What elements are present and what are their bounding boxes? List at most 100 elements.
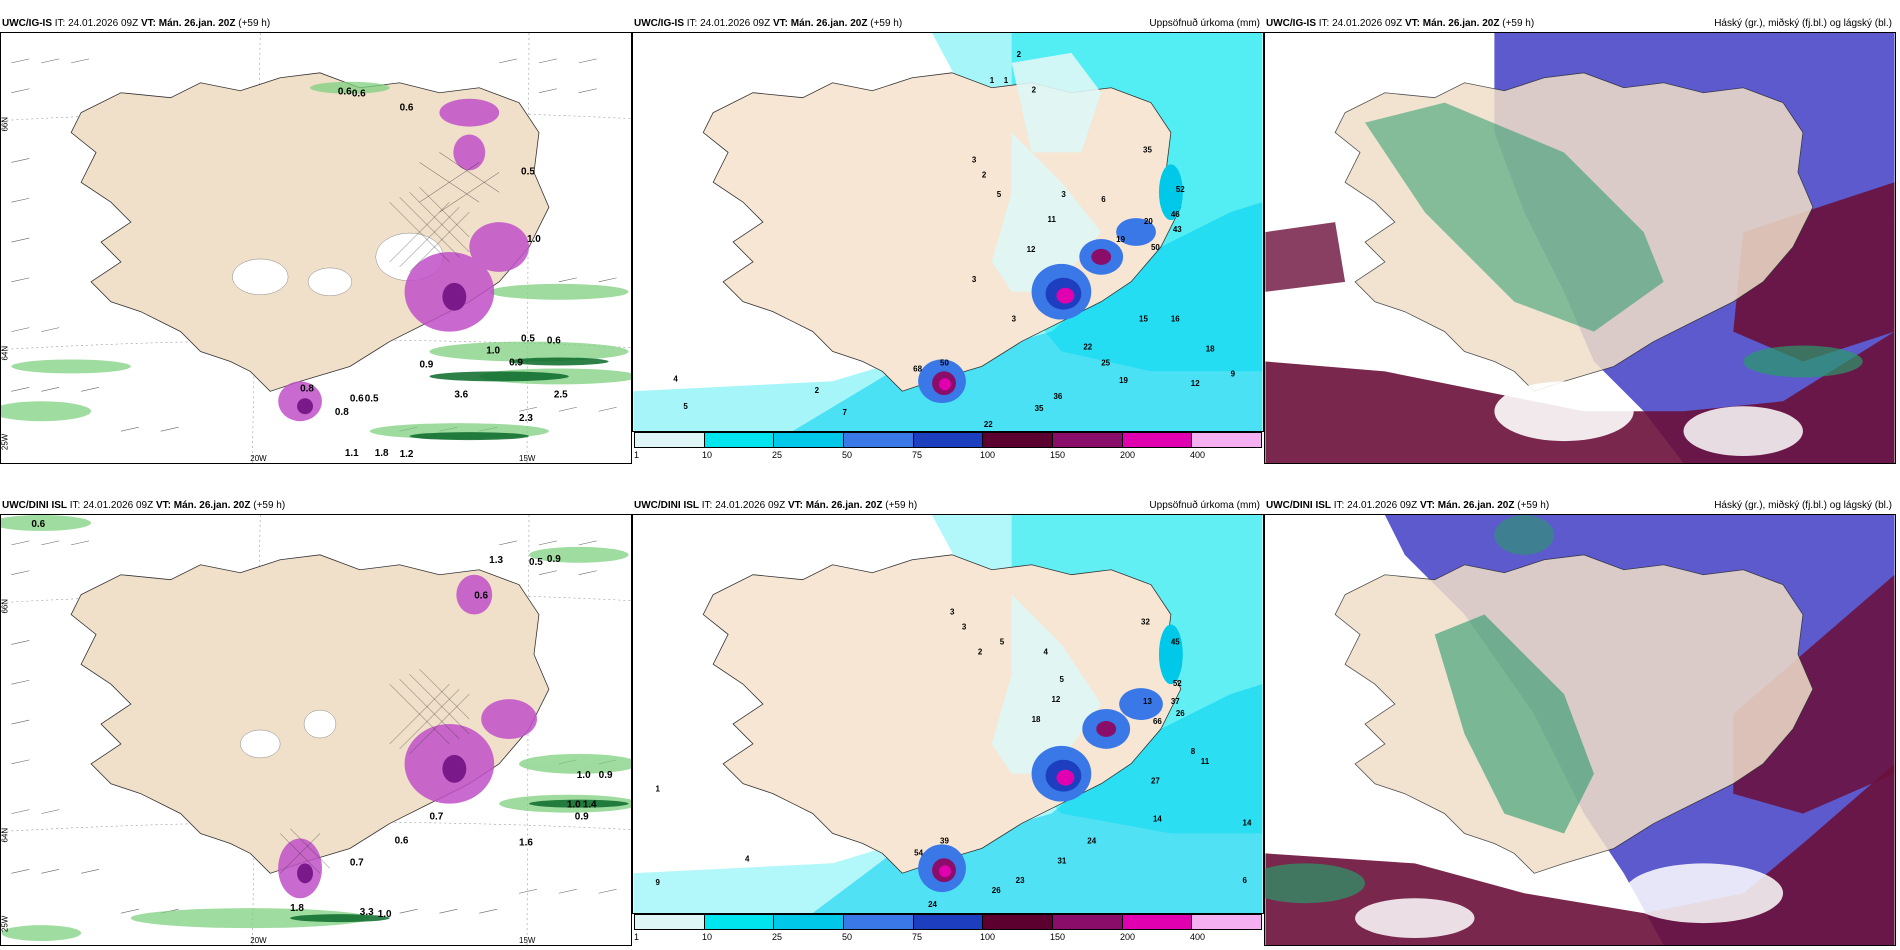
svg-text:46: 46 xyxy=(1171,210,1180,219)
svg-text:1: 1 xyxy=(655,785,660,794)
panel-title: UWC/IG-IS IT: 24.01.2026 09Z VT: Mán. 26… xyxy=(1266,18,1535,29)
svg-text:0.9: 0.9 xyxy=(599,770,613,781)
colorbar-segment xyxy=(983,915,1054,929)
svg-text:15W: 15W xyxy=(519,936,536,945)
map-cloud-cover xyxy=(1264,32,1896,464)
svg-text:2: 2 xyxy=(1017,50,1022,59)
svg-text:18: 18 xyxy=(1032,715,1041,724)
svg-text:15W: 15W xyxy=(519,454,536,463)
svg-text:16: 16 xyxy=(1171,315,1180,324)
svg-text:1.3: 1.3 xyxy=(489,555,503,566)
colorbar xyxy=(634,914,1262,930)
svg-text:5: 5 xyxy=(1059,675,1064,684)
svg-text:1.8: 1.8 xyxy=(375,448,389,459)
svg-text:1.0: 1.0 xyxy=(378,909,392,920)
svg-text:0.8: 0.8 xyxy=(335,407,349,418)
colorbar-segment xyxy=(635,433,705,447)
svg-text:0.5: 0.5 xyxy=(529,557,543,568)
svg-text:64N: 64N xyxy=(0,828,9,843)
svg-text:6: 6 xyxy=(1101,195,1106,204)
svg-text:0.9: 0.9 xyxy=(420,359,434,370)
svg-text:27: 27 xyxy=(1151,777,1160,786)
svg-text:9: 9 xyxy=(1231,369,1236,378)
svg-text:14: 14 xyxy=(1243,818,1252,827)
panel-bottom-left: UWC/DINI ISL IT: 24.01.2026 09Z VT: Mán.… xyxy=(0,496,632,946)
svg-text:7: 7 xyxy=(843,408,848,417)
panel-title: UWC/DINI ISL IT: 24.01.2026 09Z VT: Mán.… xyxy=(1266,500,1550,511)
svg-text:0.6: 0.6 xyxy=(395,835,409,846)
svg-text:19: 19 xyxy=(1119,376,1128,385)
colorbar-segment xyxy=(913,915,984,929)
panel-title: UWC/DINI ISL IT: 24.01.2026 09Z VT: Mán.… xyxy=(2,500,286,511)
svg-text:2: 2 xyxy=(982,170,987,179)
svg-text:1: 1 xyxy=(990,76,995,85)
svg-text:2: 2 xyxy=(815,386,820,395)
svg-text:0.6: 0.6 xyxy=(31,519,45,530)
svg-text:1.0: 1.0 xyxy=(486,346,500,357)
panel-subtitle: Uppsöfnuð úrkoma (mm) xyxy=(1149,18,1260,29)
svg-text:0.5: 0.5 xyxy=(521,166,535,177)
svg-text:3: 3 xyxy=(1012,315,1017,324)
panel-title: UWC/DINI ISL IT: 24.01.2026 09Z VT: Mán.… xyxy=(634,500,918,511)
svg-text:0.6: 0.6 xyxy=(350,393,364,404)
svg-text:1.6: 1.6 xyxy=(519,837,533,848)
svg-text:0.5: 0.5 xyxy=(521,334,535,345)
svg-text:1: 1 xyxy=(1004,76,1009,85)
panel-subtitle: Háský (gr.), miðský (fj.bl.) og lágský (… xyxy=(1714,18,1892,29)
svg-text:35: 35 xyxy=(1035,404,1044,413)
svg-text:31: 31 xyxy=(1057,856,1066,865)
svg-text:5: 5 xyxy=(1000,637,1005,646)
colorbar xyxy=(634,432,1262,448)
map-wind-precip: 0.6 1.3 0.5 0.9 0.6 1.0 0.9 1.0 1.4 0.9 … xyxy=(0,514,632,946)
svg-text:12: 12 xyxy=(1027,245,1036,254)
svg-text:35: 35 xyxy=(1143,145,1152,154)
colorbar-segment xyxy=(635,915,705,929)
svg-text:22: 22 xyxy=(1083,342,1092,351)
panel-title: UWC/IG-IS IT: 24.01.2026 09Z VT: Mán. 26… xyxy=(634,18,903,29)
svg-text:3.6: 3.6 xyxy=(454,389,468,400)
svg-text:36: 36 xyxy=(1053,392,1062,401)
svg-text:5: 5 xyxy=(997,190,1002,199)
map-accumulated-precip: 3 3 5 2 5 4 12 18 32 45 52 37 66 26 27 1… xyxy=(632,514,1264,914)
map-wind-precip: 0.6 0.6 0.6 0.5 0.6 1.0 0.9 1.0 0.5 0.8 … xyxy=(0,32,632,464)
svg-text:52: 52 xyxy=(1176,185,1185,194)
svg-text:22: 22 xyxy=(984,420,993,429)
map-accumulated-precip: 2 1 1 2 3 2 5 3 6 12 3 3 11 19 35 52 46 … xyxy=(632,32,1264,432)
svg-text:25W: 25W xyxy=(0,915,9,932)
panel-subtitle: Háský (gr.), miðský (fj.bl.) og lágský (… xyxy=(1714,500,1892,511)
svg-text:0.6: 0.6 xyxy=(352,89,366,100)
svg-text:0.9: 0.9 xyxy=(575,812,589,823)
svg-text:37: 37 xyxy=(1171,697,1180,706)
svg-text:18: 18 xyxy=(1206,344,1215,353)
svg-text:1.2: 1.2 xyxy=(400,449,414,460)
svg-text:45: 45 xyxy=(1171,637,1180,646)
svg-text:8: 8 xyxy=(1191,747,1196,756)
svg-text:0.9: 0.9 xyxy=(509,357,523,368)
svg-text:20W: 20W xyxy=(250,454,267,463)
svg-text:2: 2 xyxy=(1032,86,1037,95)
svg-text:4: 4 xyxy=(1044,647,1049,656)
svg-text:68: 68 xyxy=(913,364,922,373)
colorbar-segment xyxy=(1053,915,1123,929)
svg-text:1.1: 1.1 xyxy=(345,448,359,459)
colorbar-segment xyxy=(913,433,984,447)
colorbar-segment xyxy=(704,915,775,929)
map-cloud-cover xyxy=(1264,514,1896,946)
svg-text:32: 32 xyxy=(1141,617,1150,626)
svg-text:24: 24 xyxy=(928,900,937,909)
svg-text:52: 52 xyxy=(1173,679,1182,688)
svg-text:2.5: 2.5 xyxy=(554,389,568,400)
svg-text:11: 11 xyxy=(1201,757,1210,766)
svg-text:0.9: 0.9 xyxy=(547,554,561,565)
svg-text:0.6: 0.6 xyxy=(547,336,561,347)
svg-text:15: 15 xyxy=(1139,315,1148,324)
svg-text:50: 50 xyxy=(940,358,949,367)
panel-bottom-right: UWC/DINI ISL IT: 24.01.2026 09Z VT: Mán.… xyxy=(1264,496,1896,946)
svg-text:0.5: 0.5 xyxy=(365,393,379,404)
panel-top-middle: UWC/IG-IS IT: 24.01.2026 09Z VT: Mán. 26… xyxy=(632,14,1264,464)
svg-text:39: 39 xyxy=(940,836,949,845)
colorbar-segment xyxy=(844,915,914,929)
svg-text:24: 24 xyxy=(1087,836,1096,845)
svg-text:0.6: 0.6 xyxy=(338,87,352,98)
svg-text:2.3: 2.3 xyxy=(519,413,533,424)
